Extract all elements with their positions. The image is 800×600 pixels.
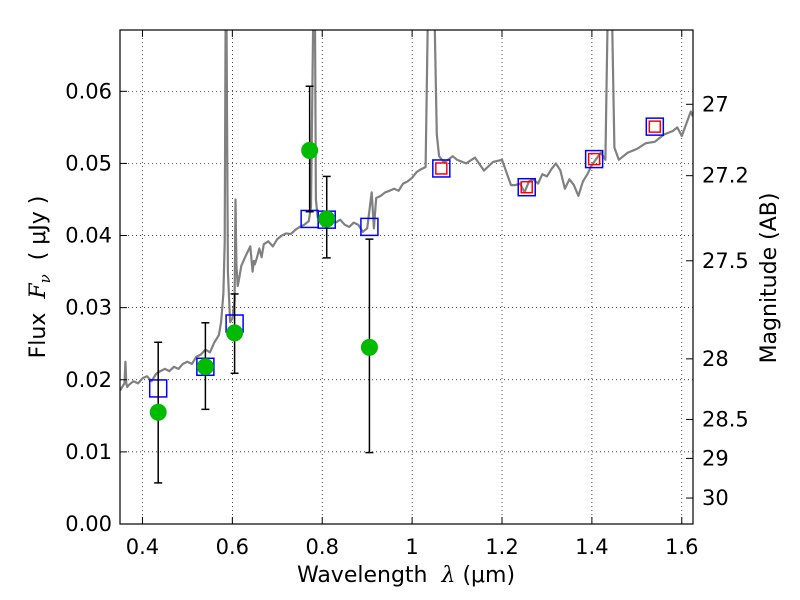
spectrum-line [120,30,693,392]
x-tick-label: 1.2 [485,535,518,559]
data-layer [120,30,693,484]
model-point-blue [517,177,536,197]
x-tick-label: 0.4 [126,535,159,559]
y-tick-label: 0.04 [65,224,112,248]
y2-tick-label: 27.5 [702,249,749,273]
observed-point [196,358,214,376]
y-tick-label: 0.02 [65,368,112,392]
observed-point [318,210,336,228]
model-point-blue [584,149,604,169]
observed-point [360,338,378,356]
observed-point [301,141,319,159]
y-tick-label: 0.05 [65,151,112,175]
x-tick-label: 0.8 [306,535,339,559]
model-point-red [648,120,662,133]
observed-point [149,403,167,421]
x-axis-label: Wavelength λ (μm) [297,563,515,588]
x-tick-label: 1.4 [575,535,608,559]
observed-point [226,324,244,342]
y2-tick-label: 28.5 [702,407,749,431]
y2-tick-label: 27.2 [702,164,749,188]
y-axis-label: Flux Fν ( μJy ) [26,196,54,359]
y-tick-label: 0.01 [65,440,112,464]
model-point-blue [432,159,451,178]
y2-axis-label: Magnitude (AB) [757,193,782,364]
y2-tick-label: 27 [702,92,729,116]
model-point-red [587,152,601,166]
x-tick-label: 0.6 [216,535,249,559]
y-tick-label: 0.06 [65,79,112,103]
ticks: 0.4 0.6 0.8 1 1.2 1.4 1.6 0.00 0.01 0.02 0.03 0.04 0… [65,30,749,559]
y2-tick-label: 29 [702,446,729,470]
y-tick-label: 0.03 [65,296,112,320]
y2-tick-label: 30 [702,486,729,510]
x-tick-label: 1 [405,535,418,559]
x-tick-label: 1.6 [665,535,698,559]
model-point-red [435,162,448,175]
model-point-blue [645,117,665,136]
plot-frame [119,29,694,525]
model-point-blue [360,217,379,237]
y-tick-label: 0.00 [65,512,112,536]
model-point-red [520,180,533,194]
y2-tick-label: 28 [702,347,729,371]
